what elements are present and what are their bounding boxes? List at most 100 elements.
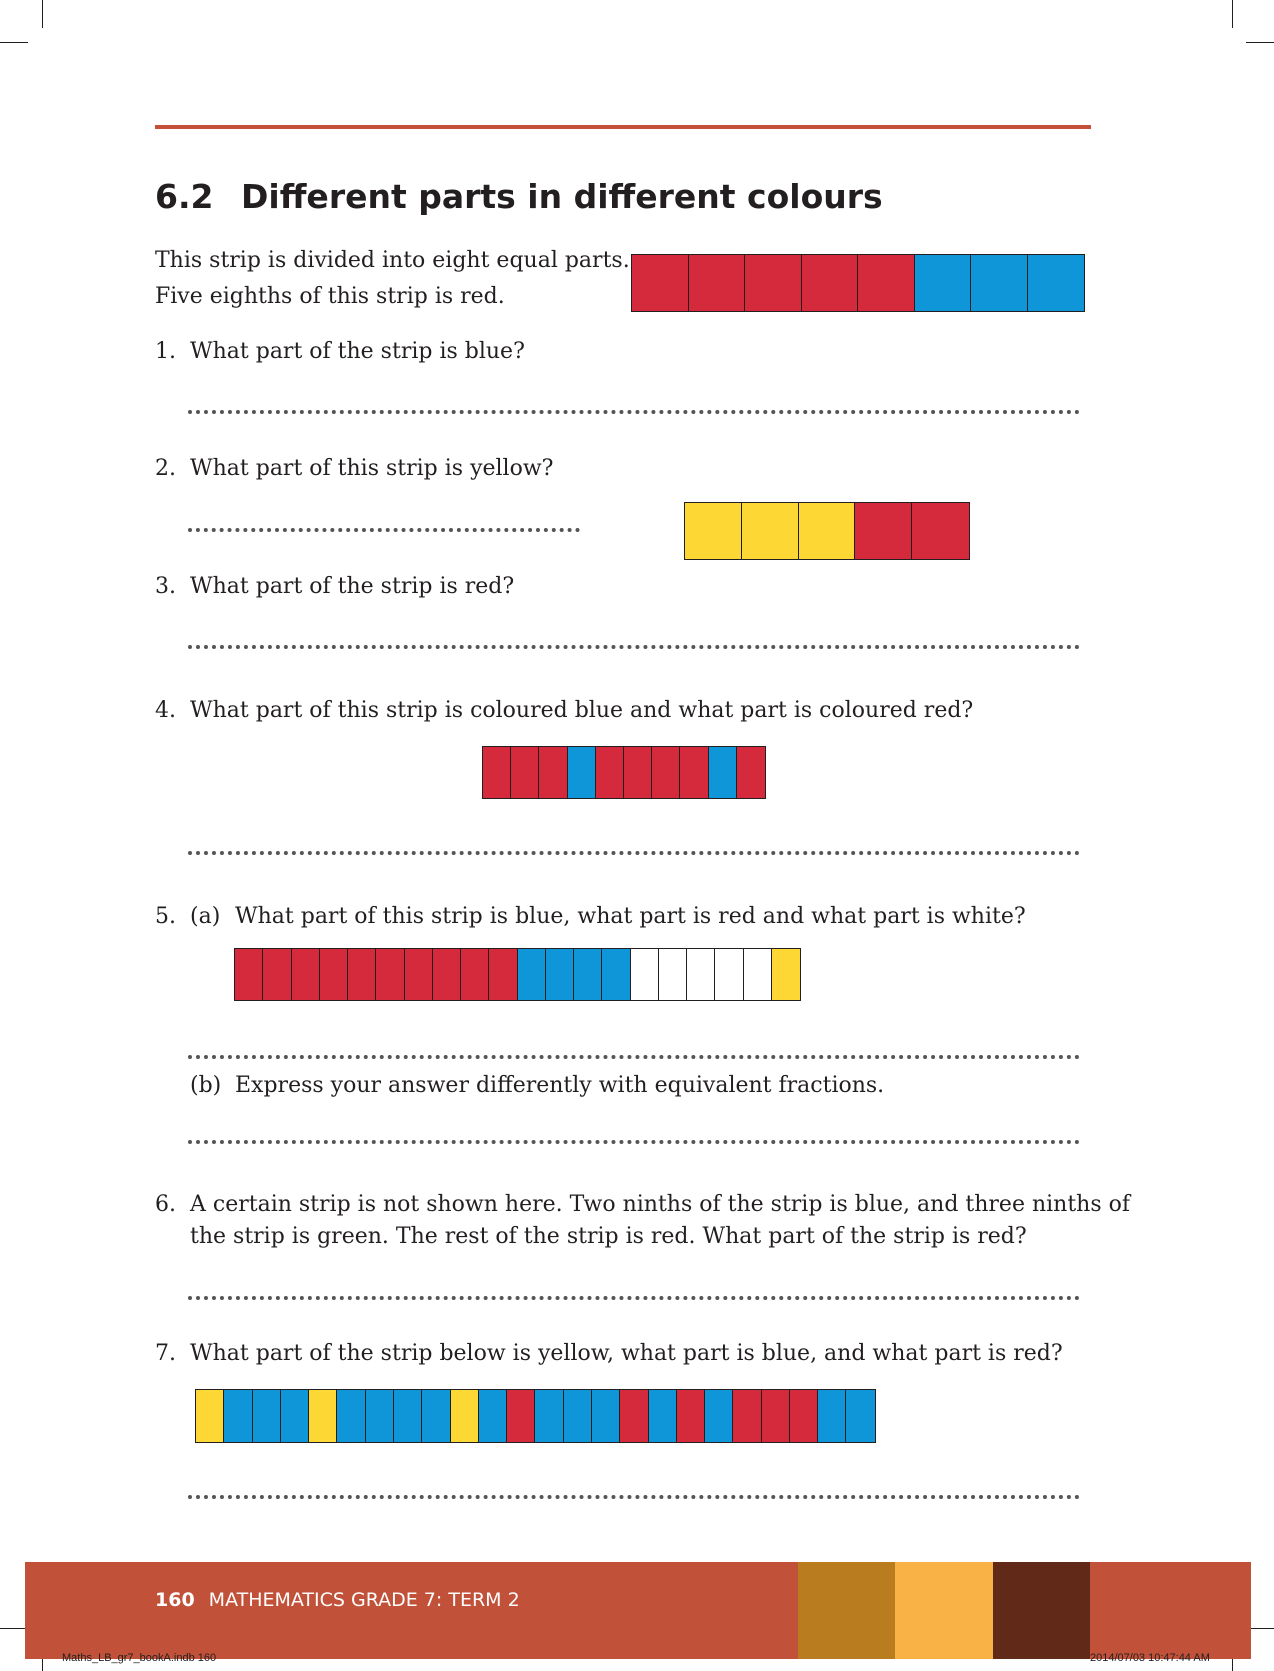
slug-file-info: Maths_LB_gr7_bookA.indb 160	[62, 1652, 217, 1664]
strip-cell-red	[761, 1390, 790, 1442]
strip-cell-red	[688, 255, 745, 311]
strip-cell-blue	[422, 1390, 451, 1442]
strip-cell-blue	[846, 1390, 875, 1442]
strip-cell-red	[263, 949, 292, 1000]
strip-cell-blue	[224, 1390, 253, 1442]
strip-cell-red	[511, 747, 540, 798]
intro-line-2: Five eighths of this strip is red.	[155, 284, 505, 309]
answer-line-6[interactable]	[188, 1296, 1080, 1300]
strip-cell-yellow	[798, 503, 856, 559]
strip-cell-red	[620, 1390, 649, 1442]
question-number: 5.	[155, 904, 176, 929]
strip-cell-red	[733, 1390, 762, 1442]
footer-title: MATHEMATICS GRADE 7: TERM 2	[208, 1589, 520, 1611]
strip-cell-red	[235, 949, 264, 1000]
question-text: What part of the strip below is yellow, …	[190, 1341, 1063, 1366]
question-number: 4.	[155, 698, 176, 723]
answer-line-3[interactable]	[188, 645, 1080, 649]
strip-cell-red	[348, 949, 377, 1000]
strip-cell-red	[680, 747, 709, 798]
answer-line-2[interactable]	[188, 528, 580, 532]
strip-cell-red	[623, 747, 653, 798]
question-text: What part of this strip is coloured blue…	[190, 698, 974, 723]
strip-cell-red	[291, 949, 320, 1000]
sub-label: (a)	[190, 904, 221, 929]
strip-cell-blue	[252, 1390, 281, 1442]
strip-cell-red	[461, 949, 490, 1000]
strip-cell-blue	[1027, 255, 1084, 311]
crop-mark	[42, 0, 43, 28]
strip-cell-red	[539, 747, 568, 798]
header-rule	[155, 125, 1091, 129]
strip-cell-red	[432, 949, 461, 1000]
footer-swatch	[993, 1562, 1090, 1659]
strip-cell-blue	[648, 1390, 677, 1442]
strip-cell-red	[507, 1390, 536, 1442]
strip-cell-red	[858, 255, 915, 311]
strip-cell-blue	[517, 949, 546, 1000]
crop-mark	[0, 1628, 28, 1629]
page-number: 160	[155, 1589, 195, 1611]
question-text: What part of the strip is blue?	[190, 339, 525, 364]
strip-cell-red	[912, 503, 969, 559]
question-text-line-2: the strip is green. The rest of the stri…	[190, 1224, 1027, 1249]
strip-cell-yellow	[685, 503, 742, 559]
crop-mark	[1246, 42, 1274, 43]
question-text-line-1: A certain strip is not shown here. Two n…	[190, 1192, 1131, 1217]
page-footer: 160 MATHEMATICS GRADE 7: TERM 2	[25, 1562, 1251, 1659]
strip-cell-blue	[365, 1390, 394, 1442]
answer-line-5a[interactable]	[188, 1055, 1080, 1059]
strip-cell-red	[404, 949, 433, 1000]
strip-cell-blue	[563, 1390, 592, 1442]
strip-cell-red	[319, 949, 348, 1000]
sub-text: What part of this strip is blue, what pa…	[235, 904, 1026, 929]
slug-timestamp: 2014/07/03 10:47:44 AM	[1090, 1652, 1210, 1664]
question-number: 7.	[155, 1341, 176, 1366]
q4-strip	[482, 746, 766, 799]
crop-mark	[0, 42, 28, 43]
strip-cell-blue	[545, 949, 574, 1000]
strip-cell-white	[743, 949, 772, 1000]
strip-cell-blue	[567, 747, 596, 798]
strip-cell-blue	[393, 1390, 423, 1442]
answer-line-4[interactable]	[188, 851, 1080, 855]
strip-cell-white	[630, 949, 659, 1000]
strip-cell-blue	[574, 949, 603, 1000]
answer-line-5b[interactable]	[188, 1140, 1080, 1144]
q7-strip	[195, 1389, 876, 1443]
answer-line-1[interactable]	[188, 410, 1080, 414]
strip-cell-yellow	[771, 949, 800, 1000]
strip-cell-red	[736, 747, 765, 798]
crop-mark	[1232, 0, 1233, 28]
q5-strip	[234, 948, 801, 1001]
answer-line-7[interactable]	[188, 1495, 1080, 1499]
intro-line-1: This strip is divided into eight equal p…	[155, 248, 630, 273]
strip-cell-blue	[602, 949, 631, 1000]
question-number: 2.	[155, 456, 176, 481]
strip-cell-blue	[818, 1390, 847, 1442]
strip-cell-white	[715, 949, 744, 1000]
question-number: 1.	[155, 339, 176, 364]
strip-cell-red	[789, 1390, 819, 1442]
strip-cell-blue	[478, 1390, 508, 1442]
footer-text: 160 MATHEMATICS GRADE 7: TERM 2	[155, 1589, 520, 1611]
footer-swatch	[895, 1562, 993, 1659]
question-number: 3.	[155, 574, 176, 599]
strip-cell-white	[658, 949, 687, 1000]
strip-cell-white	[687, 949, 716, 1000]
strip-cell-red	[652, 747, 681, 798]
strip-cell-yellow	[196, 1390, 225, 1442]
footer-swatch	[798, 1562, 895, 1659]
strip-cell-blue	[914, 255, 971, 311]
strip-cell-blue	[705, 1390, 734, 1442]
strip-cell-yellow	[450, 1390, 479, 1442]
strip-cell-red	[632, 255, 689, 311]
strip-cell-red	[855, 503, 913, 559]
strip-cell-yellow	[309, 1390, 338, 1442]
section-number: 6.2	[155, 177, 214, 216]
strip-cell-blue	[971, 255, 1028, 311]
strip-cell-yellow	[741, 503, 799, 559]
sub-label: (b)	[190, 1073, 222, 1098]
question-text: What part of the strip is red?	[190, 574, 515, 599]
q2-strip	[684, 502, 970, 560]
